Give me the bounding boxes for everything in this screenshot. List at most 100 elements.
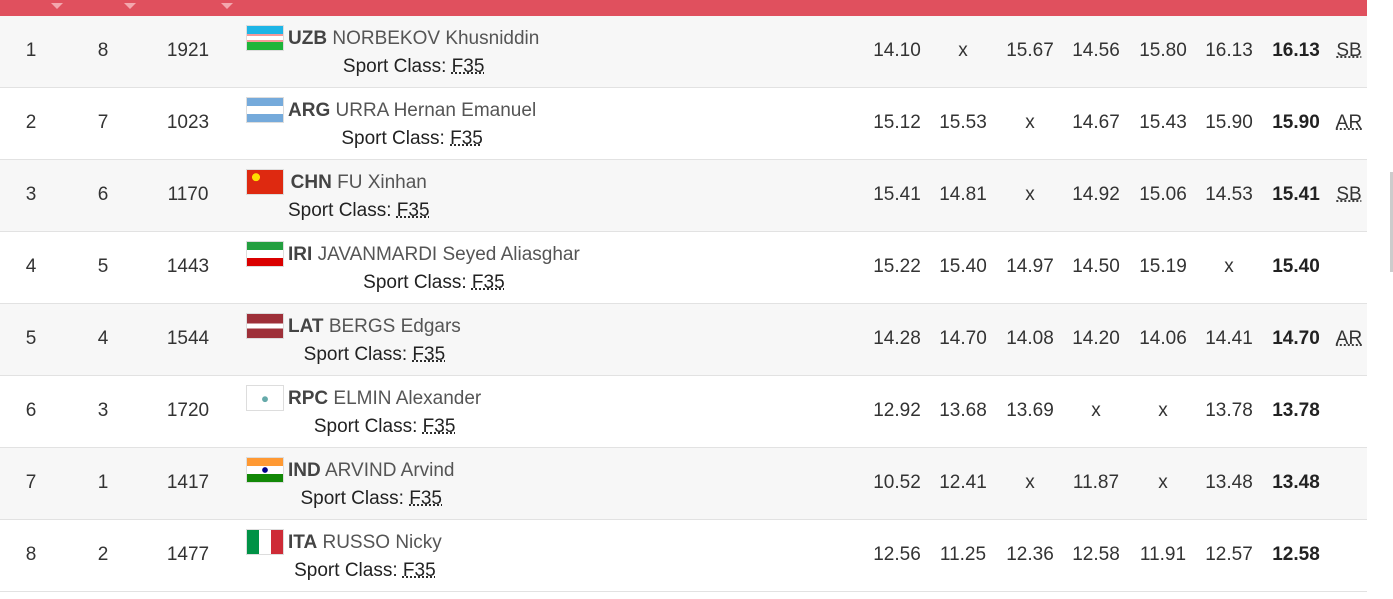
sport-class-value: F35 [471, 272, 505, 293]
sport-class-value: F35 [451, 56, 485, 77]
sport-class-label: Sport Class: [294, 560, 398, 581]
attempt: 15.19 [1139, 256, 1187, 277]
attempt: x [958, 40, 968, 61]
attempt: 15.06 [1139, 184, 1187, 205]
attempt: 16.13 [1205, 40, 1253, 61]
flag [247, 170, 283, 194]
attempt: 11.25 [939, 544, 987, 565]
attempt: 15.90 [1205, 112, 1253, 133]
sport-class: Sport Class: F35 [288, 128, 536, 150]
athlete-name: ARVIND Arvind [324, 460, 455, 481]
best-mark: 15.40 [1272, 256, 1320, 277]
sport-class-label: Sport Class: [288, 200, 392, 221]
record-note: AR [1335, 112, 1363, 133]
bib: 1170 [167, 184, 209, 205]
attempt: 12.56 [873, 544, 921, 565]
athlete-name: URRA Hernan Emanuel [335, 100, 537, 121]
sport-class-value: F35 [412, 344, 446, 365]
rank: 8 [25, 544, 37, 565]
rank: 2 [25, 112, 37, 133]
order: 3 [97, 400, 109, 421]
attempt: 11.91 [1139, 544, 1187, 565]
attempt: 15.53 [939, 112, 987, 133]
attempt: 15.40 [939, 256, 987, 277]
sport-class: Sport Class: F35 [288, 488, 455, 510]
rank: 6 [25, 400, 37, 421]
attempt: 14.28 [873, 328, 921, 349]
sport-class-label: Sport Class: [341, 128, 445, 149]
order: 4 [97, 328, 109, 349]
attempt: 13.48 [1205, 472, 1253, 493]
attempt: 14.10 [873, 40, 921, 61]
order: 1 [97, 472, 109, 493]
attempt: 14.53 [1205, 184, 1253, 205]
flag [247, 386, 283, 410]
bib: 1477 [166, 544, 210, 565]
athlete-line: LAT BERGS Edgars [288, 316, 461, 338]
country-code: ITA [288, 532, 318, 553]
sport-class: Sport Class: F35 [288, 560, 442, 582]
flag [247, 26, 283, 50]
bib: 1921 [166, 40, 210, 61]
attempt: 12.57 [1205, 544, 1253, 565]
attempt: 14.41 [1205, 328, 1253, 349]
bib: 1417 [166, 472, 210, 493]
athlete: RPC ELMIN Alexander Sport Class: F35 [288, 388, 481, 438]
best-mark: 16.13 [1272, 40, 1320, 61]
attempt: 14.81 [939, 184, 987, 205]
attempt: 15.80 [1139, 40, 1187, 61]
athlete-line: RPC ELMIN Alexander [288, 388, 481, 410]
attempt: 14.97 [1006, 256, 1054, 277]
flag [247, 242, 283, 266]
sport-class-value: F35 [422, 416, 456, 437]
attempt: 14.06 [1139, 328, 1187, 349]
bib: 1443 [166, 256, 210, 277]
attempt: 15.22 [873, 256, 921, 277]
sport-class: Sport Class: F35 [288, 416, 481, 438]
athlete: IND ARVIND Arvind Sport Class: F35 [288, 460, 455, 510]
attempt: x [1224, 256, 1234, 277]
sort-arrow[interactable] [51, 3, 63, 9]
country-code: UZB [288, 28, 328, 49]
athlete-name: ELMIN Alexander [333, 388, 482, 409]
rank: 4 [25, 256, 37, 277]
attempt: 14.67 [1072, 112, 1120, 133]
athlete: LAT BERGS Edgars Sport Class: F35 [288, 316, 461, 366]
athlete-name: BERGS Edgars [328, 316, 461, 337]
attempt: x [1025, 112, 1035, 133]
attempt: 14.20 [1072, 328, 1120, 349]
sport-class: Sport Class: F35 [288, 200, 430, 222]
bib: 1544 [166, 328, 210, 349]
attempt: 14.50 [1072, 256, 1120, 277]
table-row: 2 7 1023 ARG URRA Hernan Emanuel Sport Class… [0, 88, 1367, 160]
athlete-line: IRI JAVANMARDI Seyed Aliasghar [288, 244, 580, 266]
table-row: 1 8 1921 UZB NORBEKOV Khusniddin Sport Class… [0, 16, 1367, 88]
sport-class-value: F35 [396, 200, 430, 221]
best-mark: 12.58 [1272, 544, 1320, 565]
flag [247, 314, 283, 338]
sport-class: Sport Class: F35 [288, 56, 539, 78]
athlete: CHN FU Xinhan Sport Class: F35 [288, 172, 430, 222]
table-row: 3 6 1170 CHN FU Xinhan Sport Class: F35 15.41… [0, 160, 1367, 232]
record-note: AR [1335, 328, 1363, 349]
table-row: 4 5 1443 IRI JAVANMARDI Seyed Aliasghar Spor… [0, 232, 1367, 304]
rank: 7 [25, 472, 37, 493]
bib: 1023 [166, 112, 210, 133]
sport-class-label: Sport Class: [363, 272, 467, 293]
table-row: 8 2 1477 ITA RUSSO Nicky Sport Class: F35 12.… [0, 520, 1367, 592]
country-code: LAT [288, 316, 324, 337]
sport-class-value: F35 [409, 488, 442, 509]
athlete: ARG URRA Hernan Emanuel Sport Class: F35 [288, 100, 536, 150]
attempt: 14.56 [1072, 40, 1120, 61]
attempt: 15.43 [1139, 112, 1187, 133]
sport-class-label: Sport Class: [303, 344, 408, 365]
sort-arrow[interactable] [221, 3, 233, 9]
athlete-line: ARG URRA Hernan Emanuel [288, 100, 536, 122]
table-row: 6 3 1720 RPC ELMIN Alexander Sport Class: F3… [0, 376, 1367, 448]
country-code: RPC [288, 388, 329, 409]
sport-class-label: Sport Class: [342, 56, 447, 77]
attempt: x [1025, 184, 1035, 205]
country-code: IND [288, 460, 321, 481]
sort-arrow[interactable] [124, 3, 136, 9]
